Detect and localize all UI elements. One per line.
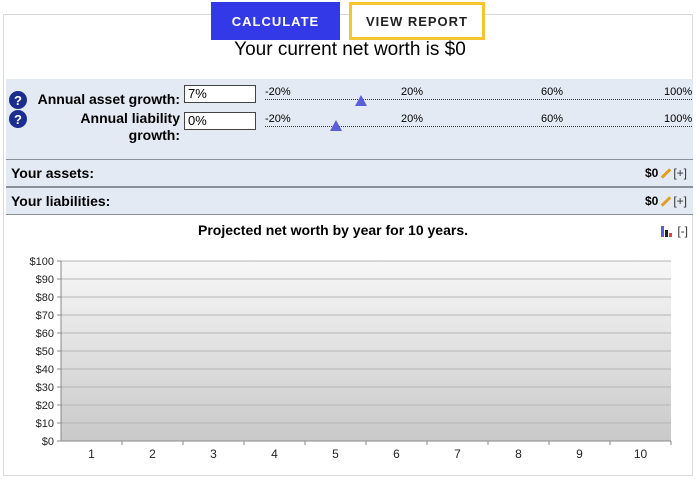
liability-slider-thumb[interactable] xyxy=(329,120,342,131)
bar-chart-icon[interactable] xyxy=(661,225,675,237)
liabilities-value: $0 xyxy=(644,194,659,208)
net-worth-summary: Your current net worth is $0 xyxy=(234,39,466,60)
liability-growth-label-line2: growth: xyxy=(128,127,180,143)
liability-growth-input[interactable]: 0% xyxy=(184,112,256,130)
assets-label: Your assets: xyxy=(11,165,94,181)
slider-tick: 60% xyxy=(541,86,564,98)
view-report-button[interactable]: VIEW REPORT xyxy=(349,2,485,40)
asset-growth-label: Annual asset growth: xyxy=(37,91,180,107)
assets-row[interactable]: Your assets: $0 [+] xyxy=(6,159,693,187)
slider-tick: 20% xyxy=(401,86,424,98)
chart-collapse-button[interactable]: [-] xyxy=(677,224,688,238)
asset-growth-input[interactable]: 7% xyxy=(184,85,256,103)
liability-growth-slider[interactable]: -20% 20% 60% 100% xyxy=(265,113,693,131)
pencil-icon[interactable] xyxy=(660,168,671,179)
assets-add-button[interactable]: [+] xyxy=(673,166,687,180)
chart-title: Projected net worth by year for 10 years… xyxy=(198,222,468,238)
growth-panel: ? Annual asset growth: 7% -20% 20% 60% 1… xyxy=(6,79,693,159)
calculator-frame xyxy=(3,14,693,476)
liability-help-icon[interactable]: ? xyxy=(9,110,27,128)
asset-slider-thumb[interactable] xyxy=(354,95,367,106)
slider-tick: -20% xyxy=(265,86,291,98)
asset-help-icon[interactable]: ? xyxy=(9,91,27,109)
liability-growth-label: Annual liability growth: xyxy=(28,110,180,144)
slider-tick: 100% xyxy=(664,86,693,98)
slider-tick: 100% xyxy=(664,113,693,125)
liabilities-row[interactable]: Your liabilities: $0 [+] xyxy=(6,187,693,215)
slider-tick: 60% xyxy=(541,113,564,125)
liability-growth-label-line1: Annual liability xyxy=(80,110,180,126)
liabilities-label: Your liabilities: xyxy=(11,193,111,209)
chart-controls: [-] xyxy=(661,224,688,238)
asset-growth-slider[interactable]: -20% 20% 60% 100% xyxy=(265,86,693,106)
pencil-icon[interactable] xyxy=(660,196,671,207)
calculate-button[interactable]: CALCULATE xyxy=(211,2,340,40)
slider-tick: 20% xyxy=(401,113,424,125)
liabilities-add-button[interactable]: [+] xyxy=(673,194,687,208)
slider-tick: -20% xyxy=(265,113,291,125)
assets-value: $0 xyxy=(644,166,659,180)
